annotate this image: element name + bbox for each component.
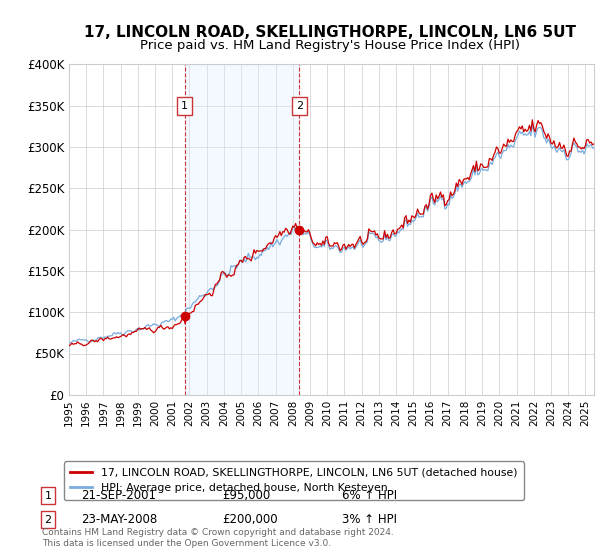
Text: 2: 2 <box>44 515 52 525</box>
Legend: 17, LINCOLN ROAD, SKELLINGTHORPE, LINCOLN, LN6 5UT (detached house), HPI: Averag: 17, LINCOLN ROAD, SKELLINGTHORPE, LINCOL… <box>64 461 524 500</box>
Text: 21-SEP-2001: 21-SEP-2001 <box>81 489 156 502</box>
Text: 6% ↑ HPI: 6% ↑ HPI <box>342 489 397 502</box>
Text: 1: 1 <box>181 101 188 111</box>
Text: £200,000: £200,000 <box>222 513 278 526</box>
Text: 3% ↑ HPI: 3% ↑ HPI <box>342 513 397 526</box>
Text: 1: 1 <box>44 491 52 501</box>
Text: 2: 2 <box>296 101 303 111</box>
Text: £95,000: £95,000 <box>222 489 270 502</box>
Text: Price paid vs. HM Land Registry's House Price Index (HPI): Price paid vs. HM Land Registry's House … <box>140 39 520 52</box>
Text: Contains HM Land Registry data © Crown copyright and database right 2024.
This d: Contains HM Land Registry data © Crown c… <box>42 528 394 548</box>
Text: 17, LINCOLN ROAD, SKELLINGTHORPE, LINCOLN, LN6 5UT: 17, LINCOLN ROAD, SKELLINGTHORPE, LINCOL… <box>84 25 576 40</box>
Text: 23-MAY-2008: 23-MAY-2008 <box>81 513 157 526</box>
Bar <box>185 64 299 395</box>
